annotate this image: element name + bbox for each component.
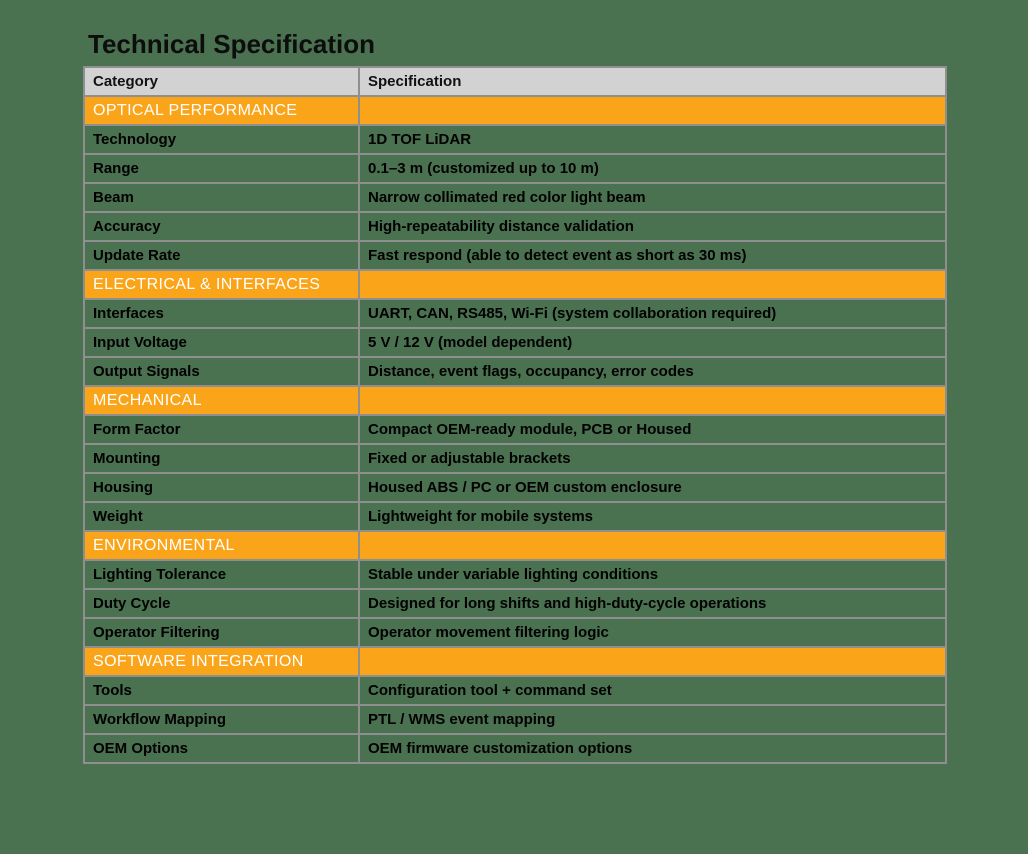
table-row: Beam Narrow collimated red color light be… — [83, 182, 947, 213]
specification-cell: 5 V / 12 V (model dependent) — [358, 327, 947, 358]
section-header-spacer-cell — [358, 646, 947, 677]
table-row: Technology 1D TOF LiDAR — [83, 124, 947, 155]
specification-cell: OEM firmware customization options — [358, 733, 947, 764]
section-header-row: MECHANICAL — [83, 385, 947, 416]
column-header-category: Category — [83, 66, 360, 97]
section-header-row: ENVIRONMENTAL — [83, 530, 947, 561]
section-header-label: SOFTWARE INTEGRATION — [83, 646, 360, 677]
specification-cell: Operator movement filtering logic — [358, 617, 947, 648]
section-header-spacer-cell — [358, 269, 947, 300]
section-header-label: MECHANICAL — [83, 385, 360, 416]
table-row: Interfaces UART, CAN, RS485, Wi-Fi (syste… — [83, 298, 947, 329]
specification-cell: Housed ABS / PC or OEM custom enclosure — [358, 472, 947, 503]
table-row: Accuracy High-repeatability distance vali… — [83, 211, 947, 242]
column-header-specification: Specification — [358, 66, 947, 97]
category-cell: Update Rate — [83, 240, 360, 271]
category-cell: Beam — [83, 182, 360, 213]
specification-cell: Fixed or adjustable brackets — [358, 443, 947, 474]
section-header-spacer-cell — [358, 530, 947, 561]
section-header-row: OPTICAL PERFORMANCE — [83, 95, 947, 126]
table-row: OEM Options OEM firmware customization op… — [83, 733, 947, 764]
section-header-row: SOFTWARE INTEGRATION — [83, 646, 947, 677]
specification-cell: Stable under variable lighting condition… — [358, 559, 947, 590]
table-row: Operator Filtering Operator movement filt… — [83, 617, 947, 648]
category-cell: Form Factor — [83, 414, 360, 445]
category-cell: Duty Cycle — [83, 588, 360, 619]
table-row: Lighting Tolerance Stable under variable … — [83, 559, 947, 590]
section-header-spacer-cell — [358, 385, 947, 416]
category-cell: OEM Options — [83, 733, 360, 764]
table-row: Duty Cycle Designed for long shifts and h… — [83, 588, 947, 619]
category-cell: Output Signals — [83, 356, 360, 387]
section-header-label: OPTICAL PERFORMANCE — [83, 95, 360, 126]
specification-cell: Configuration tool + command set — [358, 675, 947, 706]
specification-cell: PTL / WMS event mapping — [358, 704, 947, 735]
specification-cell: Designed for long shifts and high-duty-c… — [358, 588, 947, 619]
spec-table: Category Specification OPTICAL PERFORMAN… — [83, 66, 947, 764]
specification-cell: 0.1–3 m (customized up to 10 m) — [358, 153, 947, 184]
category-cell: Lighting Tolerance — [83, 559, 360, 590]
table-row: Range 0.1–3 m (customized up to 10 m) — [83, 153, 947, 184]
specification-cell: High-repeatability distance validation — [358, 211, 947, 242]
spec-table-body: OPTICAL PERFORMANCE Technology 1D TOF LiDA… — [83, 95, 947, 764]
category-cell: Weight — [83, 501, 360, 532]
category-cell: Accuracy — [83, 211, 360, 242]
category-cell: Operator Filtering — [83, 617, 360, 648]
specification-cell: Distance, event flags, occupancy, error … — [358, 356, 947, 387]
specification-cell: 1D TOF LiDAR — [358, 124, 947, 155]
page-title: Technical Specification — [88, 29, 376, 59]
specification-cell: Narrow collimated red color light beam — [358, 182, 947, 213]
specification-cell: Fast respond (able to detect event as sh… — [358, 240, 947, 271]
table-row: Input Voltage 5 V / 12 V (model dependent… — [83, 327, 947, 358]
table-row: Mounting Fixed or adjustable brackets — [83, 443, 947, 474]
table-row: Form Factor Compact OEM-ready module, PCB… — [83, 414, 947, 445]
table-row: Housing Housed ABS / PC or OEM custom enc… — [83, 472, 947, 503]
table-row: Output Signals Distance, event flags, occ… — [83, 356, 947, 387]
specification-cell: UART, CAN, RS485, Wi-Fi (system collabor… — [358, 298, 947, 329]
category-cell: Housing — [83, 472, 360, 503]
category-cell: Tools — [83, 675, 360, 706]
table-row: Tools Configuration tool + command set — [83, 675, 947, 706]
specification-cell: Lightweight for mobile systems — [358, 501, 947, 532]
section-header-spacer-cell — [358, 95, 947, 126]
section-header-label: ENVIRONMENTAL — [83, 530, 360, 561]
category-cell: Workflow Mapping — [83, 704, 360, 735]
table-row: Workflow Mapping PTL / WMS event mapping — [83, 704, 947, 735]
table-row: Update Rate Fast respond (able to detect … — [83, 240, 947, 271]
category-cell: Technology — [83, 124, 360, 155]
category-cell: Interfaces — [83, 298, 360, 329]
specification-cell: Compact OEM-ready module, PCB or Housed — [358, 414, 947, 445]
category-cell: Input Voltage — [83, 327, 360, 358]
section-header-label: ELECTRICAL & INTERFACES — [83, 269, 360, 300]
section-header-row: ELECTRICAL & INTERFACES — [83, 269, 947, 300]
category-cell: Range — [83, 153, 360, 184]
table-header-row: Category Specification — [83, 66, 947, 97]
table-row: Weight Lightweight for mobile systems — [83, 501, 947, 532]
category-cell: Mounting — [83, 443, 360, 474]
